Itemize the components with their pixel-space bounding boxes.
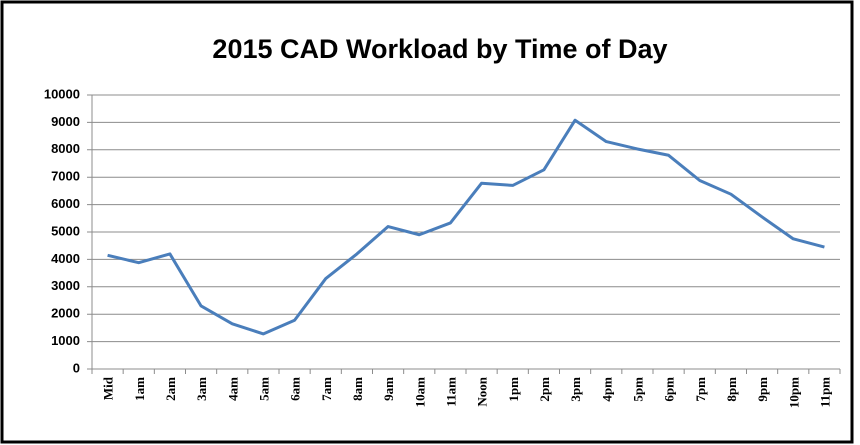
x-tick-label: Noon [475,376,490,406]
x-tick-label: 4pm [599,377,614,402]
x-tick-label: 5am [256,377,271,401]
x-tick-label: 5pm [630,377,645,402]
y-tick-label: 8000 [51,141,80,156]
x-tick-label: 3pm [568,377,583,402]
x-tick-label: 2pm [537,377,552,402]
x-tick-label: 11am [443,377,458,407]
chart-title: 2015 CAD Workload by Time of Day [212,34,667,64]
y-tick-label: 5000 [51,223,80,238]
y-tick-label: 10000 [44,86,80,101]
x-tick-label: 11pm [817,377,832,408]
x-tick-label: 9pm [755,377,770,402]
x-tick-label: 4am [225,377,240,401]
y-tick-label: 0 [73,360,80,375]
y-tick-label: 6000 [51,196,80,211]
x-tick-label: 6am [288,377,303,401]
x-tick-label: 10am [412,377,427,408]
y-tick-label: 9000 [51,114,80,129]
x-tick-label: 7am [319,377,334,401]
x-tick-label: 10pm [786,377,801,408]
y-tick-label: 7000 [51,169,80,184]
x-tick-label: 1am [132,377,147,401]
x-tick-label: 9am [381,377,396,401]
x-tick-label: 2am [163,377,178,401]
data-line [107,118,825,336]
x-tick-label: Mid [101,376,116,400]
x-tick-label: 8am [350,377,365,401]
x-tick-label: 3am [194,377,209,401]
x-tick-label: 6pm [662,377,677,402]
y-tick-label: 4000 [51,251,80,266]
x-tick-label: 8pm [724,377,739,402]
y-tick-label: 2000 [51,306,80,321]
y-tick-label: 1000 [51,333,80,348]
x-tick-label: 1pm [506,377,521,402]
x-tick-label: 7pm [693,377,708,402]
y-tick-label: 3000 [51,278,80,293]
